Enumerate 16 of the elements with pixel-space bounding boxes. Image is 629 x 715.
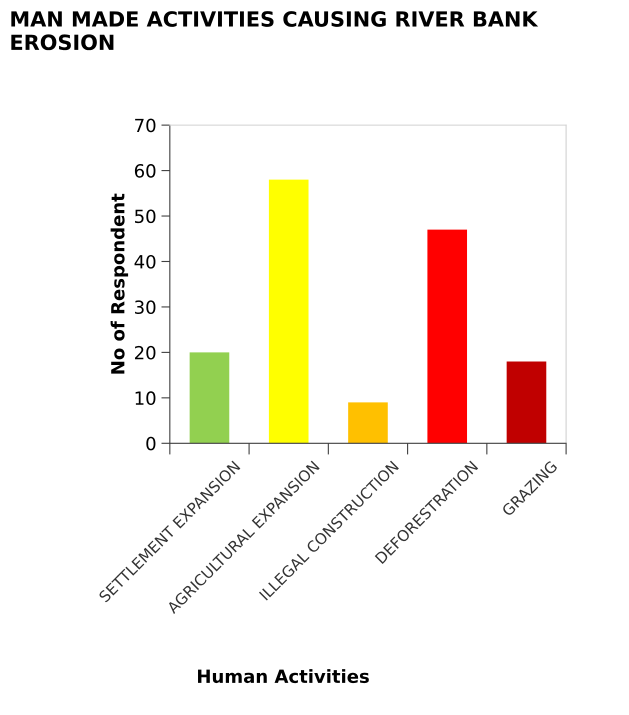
y-axis-title: No of Respondent bbox=[110, 194, 128, 374]
bar bbox=[427, 230, 468, 444]
y-tick-label: 60 bbox=[134, 164, 156, 178]
bar bbox=[190, 352, 230, 444]
x-axis-title: Human Activities bbox=[198, 669, 369, 684]
y-tick-label: 40 bbox=[134, 254, 156, 269]
y-tick-label: 50 bbox=[135, 209, 156, 224]
y-tick-label: 0 bbox=[146, 436, 156, 450]
y-tick-label: 10 bbox=[136, 391, 156, 405]
y-tick-label: 30 bbox=[135, 300, 156, 314]
y-tick-label: 20 bbox=[134, 346, 156, 360]
bar bbox=[268, 180, 309, 444]
chart-title: MAN MADE ACTIVITIES CAUSING RIVER BANK EROSION bbox=[11, 11, 538, 50]
bar bbox=[348, 402, 388, 444]
y-tick-label: 70 bbox=[135, 118, 156, 132]
bar bbox=[506, 361, 546, 444]
